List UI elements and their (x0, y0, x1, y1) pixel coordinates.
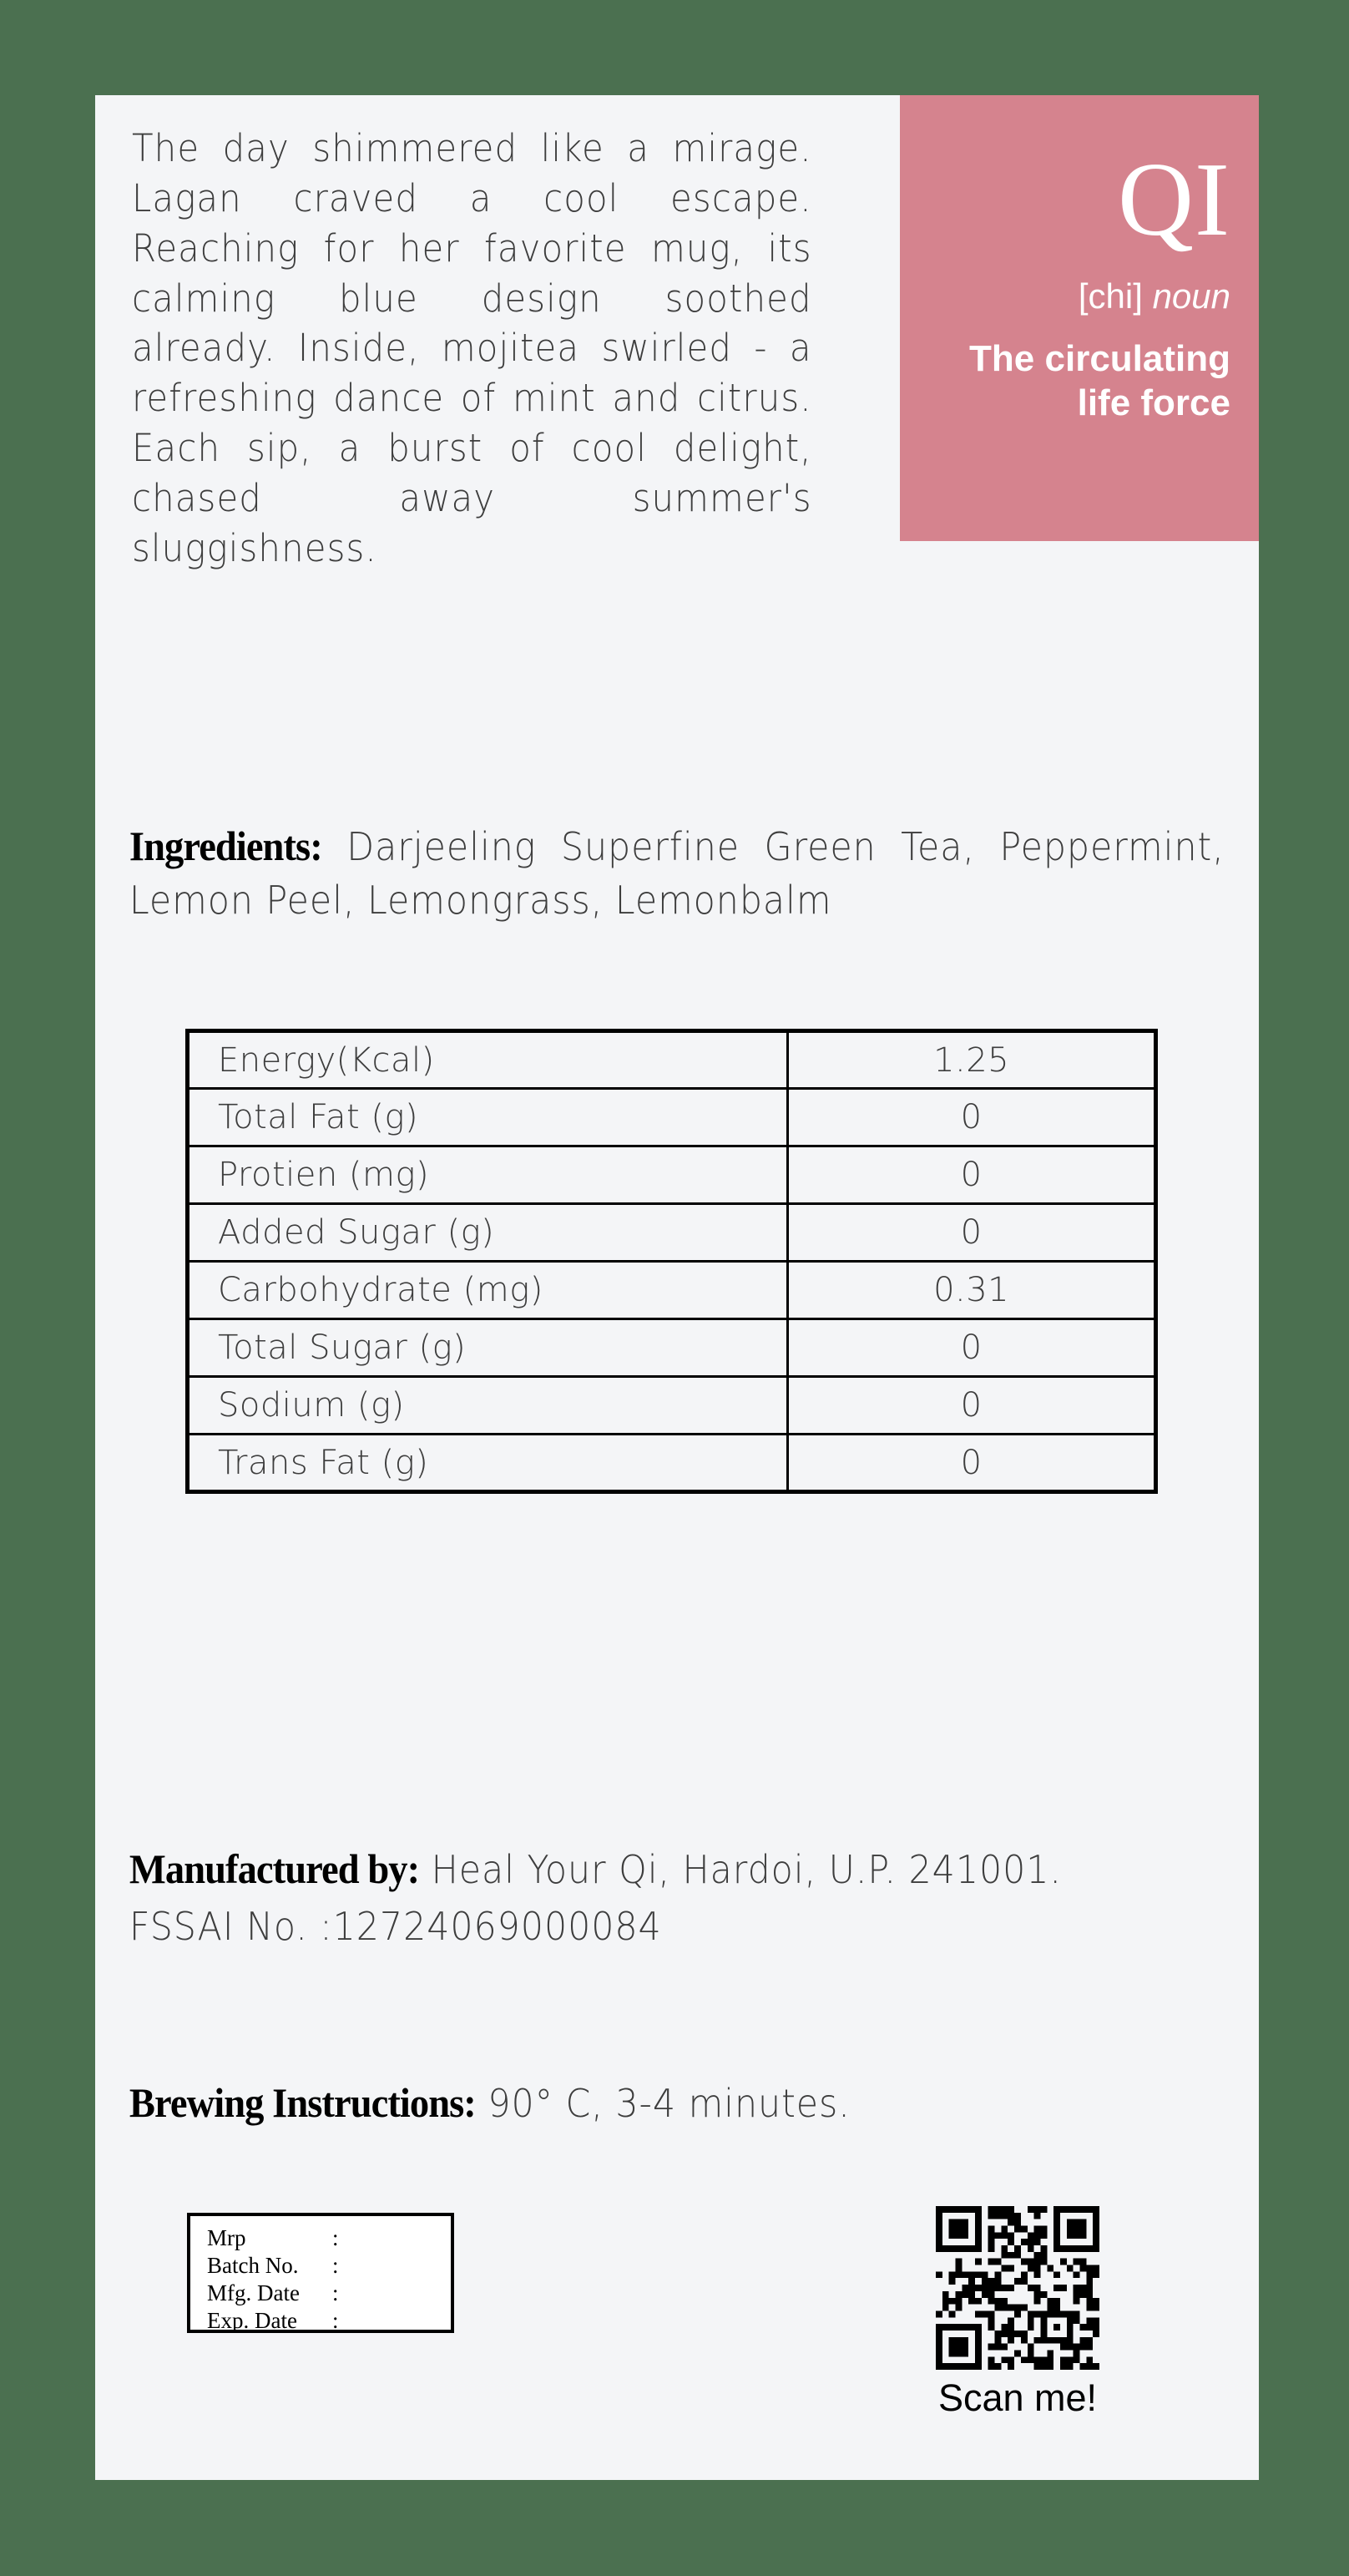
batch-details-box: Mrp: Batch No.: Mfg. Date: Exp. Date: (187, 2213, 454, 2333)
manufacturer-address: Heal Your Qi, Hardoi, U.P. 241001. (431, 1847, 1062, 1892)
batch-key: Exp. Date (207, 2307, 297, 2333)
qi-definition: The circulating life force (969, 337, 1230, 424)
qi-part-of-speech: noun (1152, 276, 1230, 316)
qr-block: Scan me! (880, 2206, 1155, 2420)
nutrition-value: 0 (786, 1202, 1157, 1263)
table-row: Total Sugar (g) 0 (185, 1318, 1157, 1378)
qr-code-icon[interactable] (936, 2206, 1099, 2370)
manufacturer-section: Manufactured by: Heal Your Qi, Hardoi, U… (95, 1840, 1259, 1953)
table-row: Sodium (g) 0 (185, 1375, 1157, 1435)
brewing-section: Brewing Instructions: 90° C, 3-4 minutes… (95, 2078, 1177, 2127)
brewing-heading: Brewing Instructions: (129, 2079, 477, 2126)
ingredients-list: Darjeeling Superfine Green Tea, Peppermi… (129, 824, 1225, 923)
batch-key: Mfg. Date (207, 2280, 300, 2305)
manufacturer-heading: Manufactured by: (129, 1845, 420, 1892)
nutrition-table-wrap: Energy(Kcal) 1.25 Total Fat (g) 0 Protien (m… (185, 1029, 1158, 1494)
batch-colon: : (332, 2225, 339, 2250)
table-row: Added Sugar (g) 0 (185, 1202, 1157, 1263)
nutrition-table: Energy(Kcal) 1.25 Total Fat (g) 0 Protien (m… (185, 1029, 1158, 1494)
nutrition-value: 0 (786, 1087, 1157, 1147)
batch-colon: : (332, 2307, 339, 2333)
qi-pronunciation: [chi] (1078, 276, 1143, 316)
batch-row: Exp. Date: (207, 2307, 451, 2335)
batch-row: Mrp: (207, 2224, 451, 2252)
nutrition-label: Trans Fat (g) (185, 1433, 790, 1493)
batch-key: Batch No. (207, 2252, 299, 2278)
story-text: The day shimmered like a mirage. Lagan c… (132, 126, 812, 570)
nutrition-value: 0 (786, 1375, 1157, 1435)
ingredients-section: Ingredients: Darjeeling Superfine Green … (95, 817, 1259, 927)
nutrition-label: Protien (mg) (185, 1145, 790, 1205)
nutrition-value: 0 (786, 1145, 1157, 1205)
batch-colon: : (332, 2280, 339, 2305)
table-row: Total Fat (g) 0 (185, 1087, 1157, 1147)
scan-me-label: Scan me! (937, 2376, 1098, 2419)
qi-word: QI (1118, 142, 1230, 258)
story-section: The day shimmered like a mirage. Lagan c… (95, 95, 1259, 574)
product-label-card: QI [chi] noun The circulating life force… (95, 95, 1259, 2480)
batch-colon: : (332, 2252, 339, 2278)
nutrition-value: 0 (786, 1318, 1157, 1378)
nutrition-label: Total Sugar (g) (185, 1318, 790, 1378)
nutrition-label: Energy(Kcal) (185, 1030, 790, 1090)
batch-row: Mfg. Date: (207, 2280, 451, 2307)
table-row: Carbohydrate (mg) 0.31 (185, 1260, 1157, 1320)
nutrition-label: Carbohydrate (mg) (185, 1260, 790, 1320)
qi-pronunciation-row: [chi] noun (923, 276, 1230, 317)
table-row: Trans Fat (g) 0 (185, 1433, 1157, 1493)
ingredients-heading: Ingredients: (129, 822, 323, 869)
nutrition-label: Sodium (g) (185, 1375, 790, 1435)
nutrition-label: Total Fat (g) (185, 1087, 790, 1147)
brewing-value: 90° C, 3-4 minutes. (488, 2081, 851, 2126)
nutrition-label: Added Sugar (g) (185, 1202, 790, 1263)
batch-row: Batch No.: (207, 2252, 451, 2280)
fssai-number: FSSAI No. :12724069000084 (129, 1904, 662, 1949)
table-row: Energy(Kcal) 1.25 (185, 1030, 1157, 1090)
nutrition-value: 0.31 (786, 1260, 1157, 1320)
table-row: Protien (mg) 0 (185, 1145, 1157, 1205)
nutrition-value: 0 (786, 1433, 1157, 1493)
qi-definition-badge: QI [chi] noun The circulating life force (900, 95, 1259, 541)
batch-key: Mrp (207, 2225, 246, 2250)
nutrition-value: 1.25 (786, 1030, 1157, 1090)
